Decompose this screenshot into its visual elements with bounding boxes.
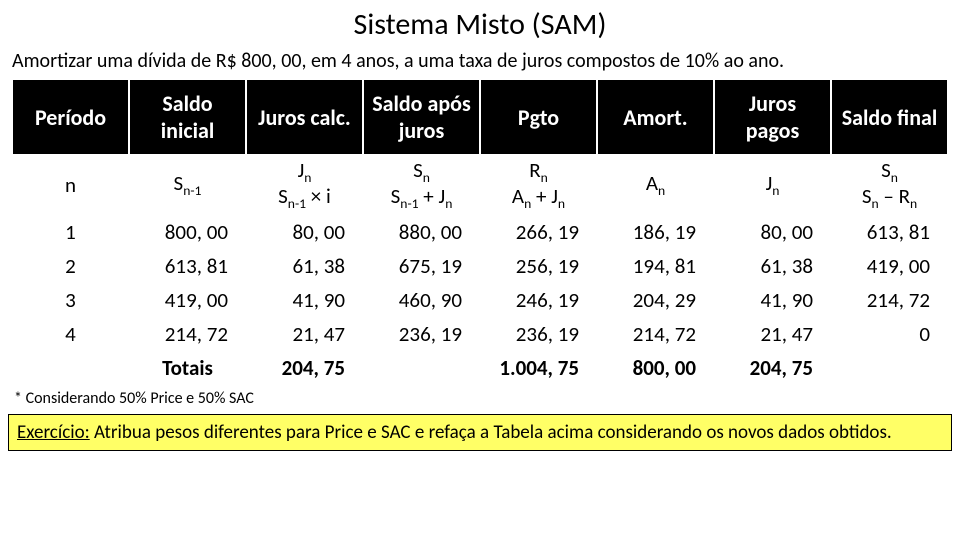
totals-label: Totais (129, 351, 246, 385)
cell-am: 204, 29 (597, 283, 714, 317)
cell-sf: 419, 00 (831, 249, 948, 283)
col-saldo-apos-juros: Saldo após juros (363, 79, 480, 155)
cell-pg: 246, 19 (480, 283, 597, 317)
col-saldo-inicial: Saldo inicial (129, 79, 246, 155)
formula-saldo-inicial: Sn-1 (129, 155, 246, 215)
cell-jp: 80, 00 (714, 215, 831, 249)
formula-row: n Sn-1 Jn Sn-1 × i Sn Sn-1 + Jn Rn An + … (12, 155, 948, 215)
col-juros-calc: Juros calc. (246, 79, 363, 155)
table-row: 4 214, 72 21, 47 236, 19 236, 19 214, 72… (12, 317, 948, 351)
formula-periodo: n (12, 155, 129, 215)
formula-saldo-apos: Sn Sn-1 + Jn (363, 155, 480, 215)
col-saldo-final: Saldo final (831, 79, 948, 155)
cell-jc: 61, 38 (246, 249, 363, 283)
col-pgto: Pgto (480, 79, 597, 155)
exercise-text: Atribua pesos diferentes para Price e SA… (90, 421, 892, 444)
totals-am: 800, 00 (597, 351, 714, 385)
formula-juros-calc: Jn Sn-1 × i (246, 155, 363, 215)
cell-sf: 613, 81 (831, 215, 948, 249)
cell-period: 3 (12, 283, 129, 317)
cell-am: 194, 81 (597, 249, 714, 283)
col-amort: Amort. (597, 79, 714, 155)
totals-row: Totais 204, 75 1.004, 75 800, 00 204, 75 (12, 351, 948, 385)
formula-saldo-final: Sn Sn – Rn (831, 155, 948, 215)
cell-period: 2 (12, 249, 129, 283)
exercise-box: Exercício: Atribua pesos diferentes para… (8, 414, 952, 451)
slide-subtitle: Amortizar uma dívida de R$ 800, 00, em 4… (0, 47, 960, 79)
formula-pgto: Rn An + Jn (480, 155, 597, 215)
cell-si: 419, 00 (129, 283, 246, 317)
cell-si: 800, 00 (129, 215, 246, 249)
cell-sf: 0 (831, 317, 948, 351)
cell-am: 214, 72 (597, 317, 714, 351)
cell-jp: 41, 90 (714, 283, 831, 317)
cell-pg: 236, 19 (480, 317, 597, 351)
cell-jp: 61, 38 (714, 249, 831, 283)
table-row: 1 800, 00 80, 00 880, 00 266, 19 186, 19… (12, 215, 948, 249)
col-periodo: Período (12, 79, 129, 155)
totals-jc: 204, 75 (246, 351, 363, 385)
cell-jc: 21, 47 (246, 317, 363, 351)
cell-pg: 266, 19 (480, 215, 597, 249)
cell-jc: 80, 00 (246, 215, 363, 249)
table-header-row: Período Saldo inicial Juros calc. Saldo … (12, 79, 948, 155)
footnote: * Considerando 50% Price e 50% SAC (0, 385, 960, 410)
totals-jp: 204, 75 (714, 351, 831, 385)
cell-saj: 460, 90 (363, 283, 480, 317)
slide-title: Sistema Misto (SAM) (0, 0, 960, 47)
cell-si: 214, 72 (129, 317, 246, 351)
cell-jp: 21, 47 (714, 317, 831, 351)
table-row: 3 419, 00 41, 90 460, 90 246, 19 204, 29… (12, 283, 948, 317)
totals-pg: 1.004, 75 (480, 351, 597, 385)
cell-period: 1 (12, 215, 129, 249)
cell-saj: 880, 00 (363, 215, 480, 249)
cell-jc: 41, 90 (246, 283, 363, 317)
exercise-label: Exercício: (17, 421, 90, 444)
table-row: 2 613, 81 61, 38 675, 19 256, 19 194, 81… (12, 249, 948, 283)
cell-period: 4 (12, 317, 129, 351)
cell-saj: 236, 19 (363, 317, 480, 351)
cell-am: 186, 19 (597, 215, 714, 249)
cell-saj: 675, 19 (363, 249, 480, 283)
amortization-table: Período Saldo inicial Juros calc. Saldo … (12, 79, 948, 385)
cell-sf: 214, 72 (831, 283, 948, 317)
cell-pg: 256, 19 (480, 249, 597, 283)
col-juros-pagos: Juros pagos (714, 79, 831, 155)
formula-amort: An (597, 155, 714, 215)
cell-si: 613, 81 (129, 249, 246, 283)
formula-juros-pagos: Jn (714, 155, 831, 215)
